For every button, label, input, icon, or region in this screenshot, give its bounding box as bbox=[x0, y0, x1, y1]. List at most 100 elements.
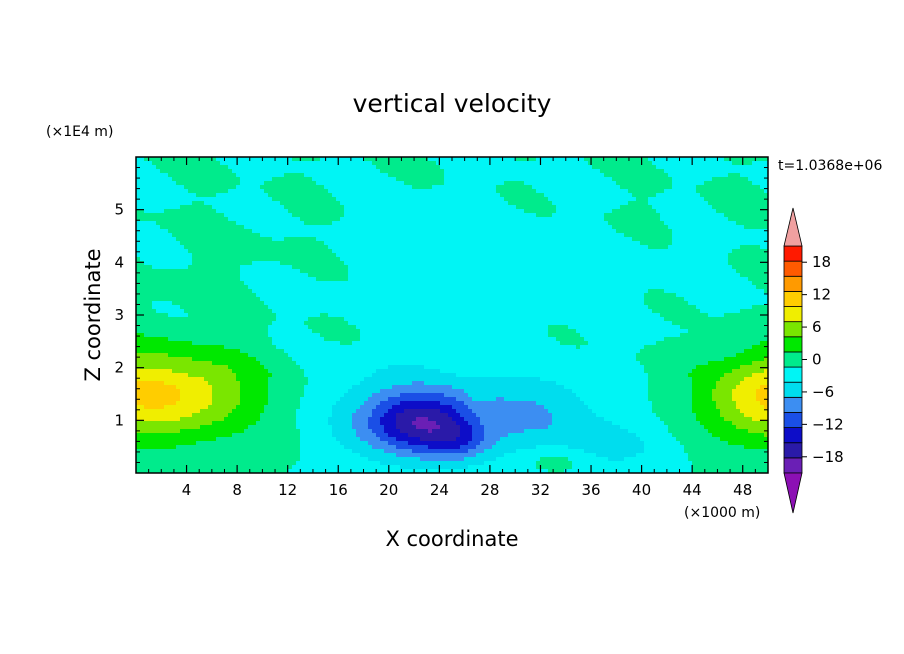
contour-cell bbox=[280, 241, 284, 245]
contour-cell bbox=[304, 173, 308, 177]
contour-cell bbox=[448, 157, 452, 161]
contour-cell bbox=[464, 197, 468, 201]
contour-cell bbox=[504, 225, 508, 229]
time-label: t=1.0368e+06 bbox=[778, 158, 882, 174]
contour-cell bbox=[148, 197, 152, 201]
contour-cell bbox=[216, 257, 220, 261]
contour-cell bbox=[700, 177, 704, 181]
contour-cell bbox=[136, 201, 140, 205]
contour-cell bbox=[588, 197, 592, 201]
contour-cell bbox=[708, 253, 712, 257]
contour-cell bbox=[352, 221, 356, 225]
contour-cell bbox=[296, 273, 300, 277]
contour-cell bbox=[236, 225, 240, 229]
contour-cell bbox=[536, 249, 540, 253]
contour-cell bbox=[556, 229, 560, 233]
contour-cell bbox=[500, 213, 504, 217]
contour-cell bbox=[592, 165, 596, 169]
contour-cell bbox=[632, 185, 636, 189]
contour-cell bbox=[572, 181, 576, 185]
contour-cell bbox=[680, 265, 684, 269]
contour-cell bbox=[456, 213, 460, 217]
contour-cell bbox=[588, 201, 592, 205]
contour-cell bbox=[512, 181, 516, 185]
contour-cell bbox=[336, 177, 340, 181]
contour-cell bbox=[392, 201, 396, 205]
contour-cell bbox=[212, 225, 216, 229]
contour-cell bbox=[720, 185, 724, 189]
contour-cell bbox=[588, 225, 592, 229]
contour-cell bbox=[628, 161, 632, 165]
contour-cell bbox=[348, 185, 352, 189]
contour-cell bbox=[424, 169, 428, 173]
contour-cell bbox=[468, 173, 472, 177]
contour-cell bbox=[372, 201, 376, 205]
contour-cell bbox=[540, 229, 544, 233]
contour-cell bbox=[360, 177, 364, 181]
contour-cell bbox=[744, 225, 748, 229]
contour-cell bbox=[348, 157, 352, 161]
contour-cell bbox=[320, 169, 324, 173]
contour-cell bbox=[492, 229, 496, 233]
contour-cell bbox=[588, 217, 592, 221]
contour-cell bbox=[400, 249, 404, 253]
contour-cell bbox=[188, 189, 192, 193]
contour-cell bbox=[256, 241, 260, 245]
contour-cell bbox=[432, 233, 436, 237]
contour-cell bbox=[416, 201, 420, 205]
contour-cell bbox=[448, 241, 452, 245]
contour-cell bbox=[136, 237, 140, 241]
contour-cell bbox=[720, 261, 724, 265]
contour-cell bbox=[288, 173, 292, 177]
contour-cell bbox=[524, 197, 528, 201]
contour-cell bbox=[236, 265, 240, 269]
contour-cell bbox=[304, 205, 308, 209]
contour-cell bbox=[536, 205, 540, 209]
contour-cell bbox=[596, 213, 600, 217]
contour-cell bbox=[476, 241, 480, 245]
contour-cell bbox=[388, 161, 392, 165]
contour-cell bbox=[304, 189, 308, 193]
contour-cell bbox=[220, 193, 224, 197]
contour-cell bbox=[408, 221, 412, 225]
contour-cell bbox=[244, 241, 248, 245]
contour-cell bbox=[476, 201, 480, 205]
contour-cell bbox=[248, 281, 252, 285]
contour-cell bbox=[672, 185, 676, 189]
contour-cell bbox=[276, 225, 280, 229]
contour-cell bbox=[376, 181, 380, 185]
contour-cell bbox=[184, 213, 188, 217]
contour-cell bbox=[584, 229, 588, 233]
contour-cell bbox=[684, 249, 688, 253]
contour-cell bbox=[724, 209, 728, 213]
contour-cell bbox=[708, 205, 712, 209]
contour-cell bbox=[308, 169, 312, 173]
contour-cell bbox=[508, 277, 512, 281]
contour-cell bbox=[440, 257, 444, 261]
contour-cell bbox=[576, 169, 580, 173]
contour-cell bbox=[316, 237, 320, 241]
contour-cell bbox=[632, 245, 636, 249]
contour-cell bbox=[404, 237, 408, 241]
contour-cell bbox=[716, 217, 720, 221]
contour-cell bbox=[448, 257, 452, 261]
contour-cell bbox=[512, 277, 516, 281]
contour-cell bbox=[448, 249, 452, 253]
contour-cell bbox=[604, 253, 608, 257]
contour-cell bbox=[244, 173, 248, 177]
contour-cell bbox=[616, 213, 620, 217]
contour-cell bbox=[420, 269, 424, 273]
contour-cell bbox=[664, 245, 668, 249]
contour-cell bbox=[692, 233, 696, 237]
contour-cell bbox=[324, 169, 328, 173]
contour-cell bbox=[444, 201, 448, 205]
contour-cell bbox=[344, 273, 348, 277]
contour-cell bbox=[144, 261, 148, 265]
contour-cell bbox=[320, 241, 324, 245]
contour-cell bbox=[308, 213, 312, 217]
contour-cell bbox=[604, 229, 608, 233]
contour-cell bbox=[608, 241, 612, 245]
contour-cell bbox=[560, 209, 564, 213]
contour-cell bbox=[188, 229, 192, 233]
contour-cell bbox=[740, 269, 744, 273]
